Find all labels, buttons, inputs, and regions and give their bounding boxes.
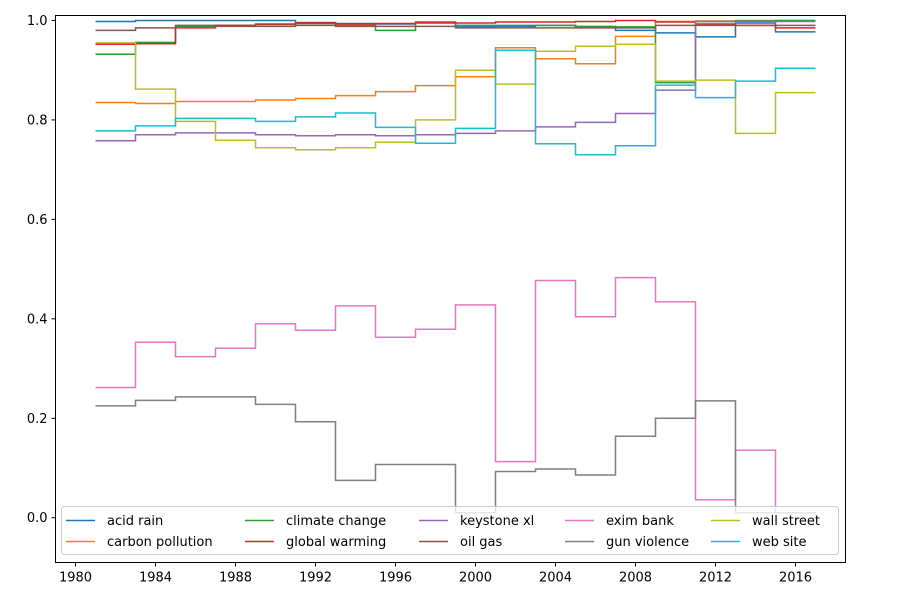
x-tick-label-9: 2016 xyxy=(779,571,812,586)
y-tick-label-0: 0.0 xyxy=(27,511,48,526)
legend-label-3: global warming xyxy=(286,535,386,550)
legend-label-7: gun violence xyxy=(606,535,689,550)
series-line-5 xyxy=(95,24,816,32)
y-tick-label-5: 1.0 xyxy=(27,14,48,29)
x-tick-label-0: 1980 xyxy=(59,571,92,586)
legend-label-8: wall street xyxy=(752,514,820,529)
x-tick-label-5: 2000 xyxy=(459,571,492,586)
y-tick-label-1: 0.2 xyxy=(27,412,48,427)
x-tick-label-8: 2012 xyxy=(699,571,732,586)
legend-label-6: exim bank xyxy=(606,514,674,529)
legend-label-2: climate change xyxy=(286,514,386,529)
y-tick-label-3: 0.6 xyxy=(27,213,48,228)
y-axis: 0.0 0.2 0.4 0.6 0.8 1.0 xyxy=(27,14,56,526)
legend-box xyxy=(61,506,839,555)
legend: acid rain carbon pollution climate change g… xyxy=(61,506,839,555)
legend-label-5: oil gas xyxy=(460,535,503,550)
series-line-6 xyxy=(95,276,816,514)
legend-label-1: carbon pollution xyxy=(107,535,213,550)
x-axis: 1980 1984 1988 1992 1996 2000 2004 2008 2012 2016 xyxy=(59,562,812,586)
y-tick-label-4: 0.8 xyxy=(27,113,48,128)
plot-lines xyxy=(95,19,816,514)
legend-label-9: web site xyxy=(752,535,807,550)
x-tick-label-4: 1996 xyxy=(379,571,412,586)
legend-label-0: acid rain xyxy=(107,514,163,529)
series-line-9 xyxy=(95,49,816,156)
series-line-8 xyxy=(95,42,816,151)
y-tick-label-2: 0.4 xyxy=(27,312,48,327)
x-tick-label-1: 1984 xyxy=(139,571,172,586)
legend-label-4: keystone xl xyxy=(460,514,534,529)
x-tick-label-7: 2008 xyxy=(619,571,652,586)
x-tick-label-6: 2004 xyxy=(539,571,572,586)
x-tick-label-3: 1992 xyxy=(299,571,332,586)
x-tick-label-2: 1988 xyxy=(219,571,252,586)
plot-frame xyxy=(55,15,846,563)
